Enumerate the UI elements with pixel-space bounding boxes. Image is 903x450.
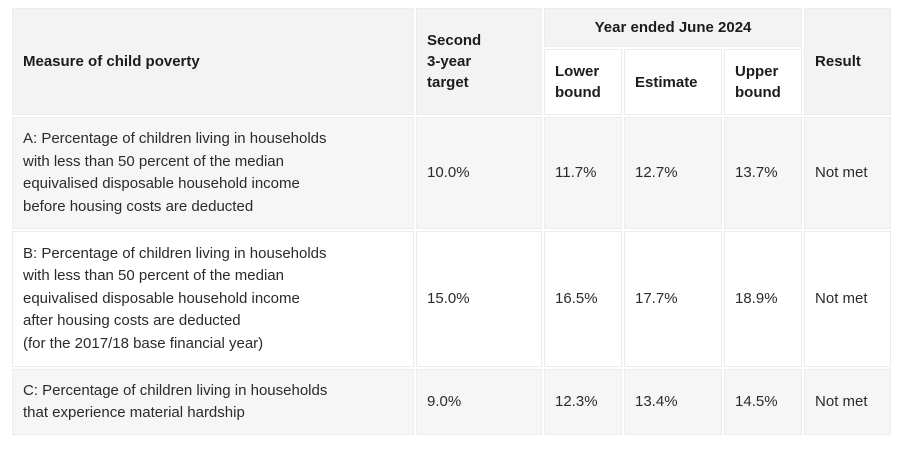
measure-cell: B: Percentage of children living in hous… [12, 231, 414, 367]
upper-bound-cell: 18.9% [724, 231, 803, 367]
header-row-sub: Lower bound Estimate Upper bound [12, 49, 891, 115]
measure-column-header: Measure of child poverty [12, 8, 414, 115]
estimate-cell: 17.7% [624, 231, 722, 367]
lower-bound-column-header: Lower bound [544, 49, 622, 115]
estimate-cell: 12.7% [624, 117, 722, 229]
header-row-top: Measure of child poverty Second 3-year t… [12, 8, 892, 115]
target-column-header: Second 3-year target [416, 8, 542, 115]
table-row-measure-c: C: Percentage of children living in hous… [12, 369, 892, 435]
target-cell: 15.0% [416, 231, 542, 367]
table-row-measure-b: B: Percentage of children living in hous… [12, 231, 892, 367]
lower-bound-cell: 11.7% [544, 117, 622, 229]
estimate-cell: 13.4% [624, 369, 722, 435]
target-cell: 9.0% [416, 369, 542, 435]
upper-bound-cell: 14.5% [724, 369, 803, 435]
upper-bound-column-header: Upper bound [724, 49, 803, 115]
result-cell: Not met [804, 117, 892, 229]
target-cell: 10.0% [416, 117, 542, 229]
measure-cell: C: Percentage of children living in hous… [12, 369, 414, 435]
result-column-header: Result [804, 8, 892, 115]
table-row-measure-a: A: Percentage of children living in hous… [12, 117, 892, 229]
result-cell: Not met [804, 231, 892, 367]
estimate-column-header: Estimate [624, 49, 722, 115]
lower-bound-cell: 12.3% [544, 369, 622, 435]
upper-bound-cell: 13.7% [724, 117, 803, 229]
year-group-header: Year ended June 2024 [544, 8, 803, 47]
child-poverty-table: Measure of child poverty Second 3-year t… [10, 6, 894, 437]
table-body: A: Percentage of children living in hous… [12, 117, 892, 435]
table-wrapper: Measure of child poverty Second 3-year t… [10, 6, 894, 437]
table-header: Measure of child poverty Second 3-year t… [12, 8, 892, 115]
measure-cell: A: Percentage of children living in hous… [12, 117, 414, 229]
lower-bound-cell: 16.5% [544, 231, 622, 367]
result-cell: Not met [804, 369, 892, 435]
